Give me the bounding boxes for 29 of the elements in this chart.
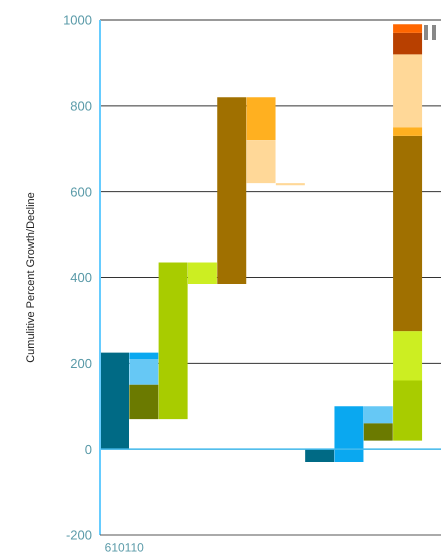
- x-tick-label: 610110: [104, 540, 144, 555]
- bar: [393, 54, 422, 128]
- y-tick-label: 600: [70, 184, 92, 200]
- bar: [393, 24, 422, 33]
- bar: [393, 136, 422, 332]
- bar: [305, 449, 334, 462]
- y-tick-label: 400: [70, 270, 92, 286]
- y-axis-title: Cumulitive Percent Growth/Decline: [24, 192, 37, 363]
- bar: [217, 97, 246, 284]
- bar: [246, 97, 276, 140]
- bar: [188, 262, 217, 284]
- bar: [100, 352, 129, 450]
- bar: [393, 380, 422, 441]
- bar: [129, 359, 158, 385]
- y-tick-label: -200: [66, 528, 92, 543]
- bar: [129, 352, 158, 360]
- y-tick-label: 800: [70, 98, 92, 114]
- y-tick-label: 200: [70, 356, 92, 371]
- y-tick-label: 1000: [63, 12, 92, 28]
- bar: [393, 331, 422, 380]
- bar: [364, 406, 393, 424]
- bar: [129, 384, 158, 420]
- bar: [393, 127, 422, 136]
- bar: [364, 423, 393, 441]
- y-tick-label: 0: [84, 442, 92, 457]
- bar: [158, 262, 188, 420]
- bar: [334, 406, 364, 462]
- bar: [393, 32, 422, 54]
- bar: [246, 140, 276, 184]
